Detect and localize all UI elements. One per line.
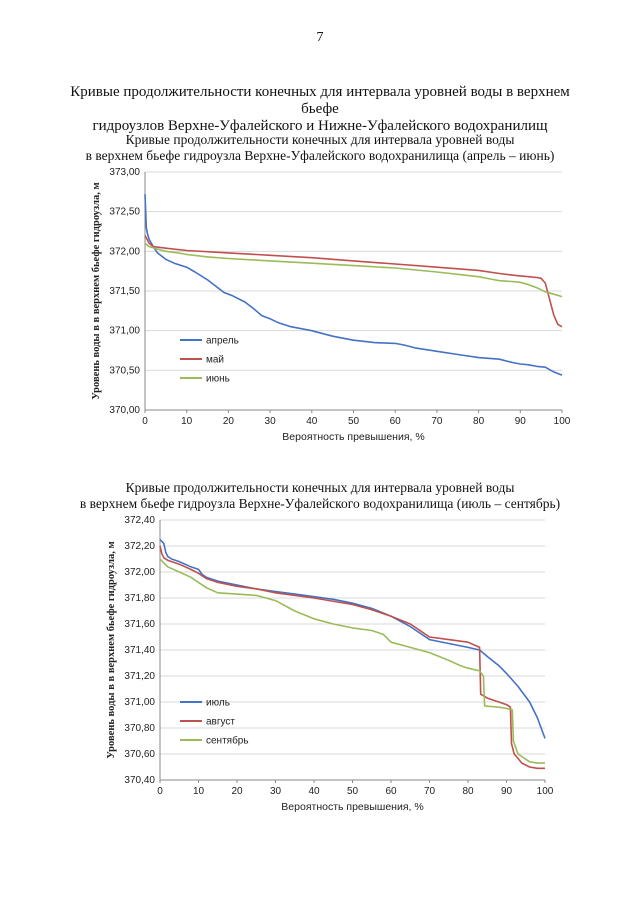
chart2-y-tick-label: 371,40 (124, 645, 155, 656)
chart1-y-tick-label: 371,50 (109, 286, 140, 297)
chart1-x-tick-label: 70 (431, 416, 443, 427)
chart1-y-tick-label: 373,00 (109, 167, 140, 178)
chart2-x-tick-label: 100 (537, 786, 554, 797)
chart2-x-tick-label: 80 (462, 786, 474, 797)
chart2-y-tick-label: 370,80 (124, 723, 155, 734)
chart1-legend-label-1: апрель (206, 336, 239, 347)
chart1-y-tick-label: 371,00 (109, 326, 140, 337)
chart2-title: Кривые продолжительности конечных для ин… (60, 480, 580, 512)
chart2-y-tick-label: 370,60 (124, 749, 155, 760)
chart2-series-line-3 (159, 558, 545, 764)
chart2-y-axis-label: Уровень воды в в верхнем бьефе гидроузла… (106, 541, 117, 758)
chart1-x-tick-label: 60 (390, 416, 402, 427)
chart1-april-june: 370,00 370,50 371,00 371,50 372,00 372,50 373,… (91, 167, 571, 443)
chart2-x-tick-label: 30 (270, 786, 282, 797)
chart2-x-tick-label: 50 (347, 786, 359, 797)
page-title-line2: гидроузлов Верхне-Уфалейского и Нижне-Уф… (92, 118, 548, 134)
chart2-x-tick-label: 60 (385, 786, 397, 797)
chart1-title-line1: Кривые продолжительности конечных для ин… (125, 132, 515, 147)
chart1-x-tick-label: 10 (181, 416, 193, 427)
chart2-july-september: 370,40 370,60 370,80 371,00 371,20 371,40 371,… (106, 515, 554, 813)
chart1-y-tick-label: 372,50 (109, 207, 140, 218)
page-title: Кривые продолжительности конечных для ин… (60, 84, 580, 135)
chart2-y-tick-label: 371,20 (124, 671, 155, 682)
chart1-x-tick-label: 100 (554, 416, 571, 427)
chart1-legend-label-2: май (206, 355, 224, 366)
chart2-y-tick-label: 370,40 (124, 775, 155, 786)
chart1-y-tick-label: 370,50 (109, 365, 140, 376)
chart1-legend-label-3: июнь (206, 374, 230, 385)
chart2-x-tick-label: 90 (501, 786, 513, 797)
chart1-x-tick-label: 20 (223, 416, 235, 427)
chart1-x-tick-label: 40 (306, 416, 318, 427)
chart2-x-tick-label: 40 (308, 786, 320, 797)
chart1-x-tick-label: 80 (473, 416, 485, 427)
page-number: 7 (316, 30, 324, 45)
chart2-legend-label-3: сентябрь (206, 735, 249, 747)
page-title-line1: Кривые продолжительности конечных для ин… (70, 84, 570, 117)
chart1-y-tick-label: 370,00 (109, 405, 140, 416)
chart1-x-tick-label: 0 (142, 416, 148, 427)
chart1-series-line-3 (144, 242, 563, 298)
chart2-x-tick-label: 10 (193, 786, 205, 797)
chart2-x-tick-label: 0 (157, 786, 163, 797)
chart1-title: Кривые продолжительности конечных для ин… (60, 132, 580, 164)
chart2-x-tick-label: 20 (231, 786, 243, 797)
chart1-series-line-2 (144, 235, 563, 328)
chart1-title-line2: в верхнем бьефе гидроузла Верхне-Уфалейс… (85, 148, 555, 163)
chart1-y-axis-label: Уровень воды в в верхнем бьефе гидроузла… (91, 182, 102, 399)
chart2-legend-label-1: июль (206, 698, 230, 709)
chart2-series-line-2 (159, 545, 545, 770)
chart2-x-axis-label: Вероятность превышения, % (281, 801, 423, 813)
chart1-y-tick-label: 372,00 (109, 246, 140, 257)
chart2-y-tick-label: 372,40 (124, 515, 155, 526)
chart2-x-tick-label: 70 (424, 786, 436, 797)
chart1-x-tick-label: 50 (348, 416, 360, 427)
chart1-x-axis-label: Вероятность превышения, % (282, 431, 424, 443)
chart2-y-tick-label: 372,00 (124, 567, 155, 578)
chart2-y-tick-label: 372,20 (124, 541, 155, 552)
chart2-title-line1: Кривые продолжительности конечных для ин… (125, 480, 515, 495)
chart2-y-tick-label: 371,80 (124, 593, 155, 604)
chart2-title-line2: в верхнем бьефе гидроузла Верхне-Уфалейс… (79, 496, 561, 511)
chart2-series-line-1 (159, 538, 546, 739)
chart2-y-tick-label: 371,60 (124, 619, 155, 630)
chart1-x-tick-label: 90 (515, 416, 527, 427)
chart2-y-tick-label: 371,00 (124, 697, 155, 708)
chart1-x-tick-label: 30 (265, 416, 277, 427)
chart1-series-line-1 (144, 194, 563, 376)
chart2-legend-label-2: август (206, 717, 235, 728)
